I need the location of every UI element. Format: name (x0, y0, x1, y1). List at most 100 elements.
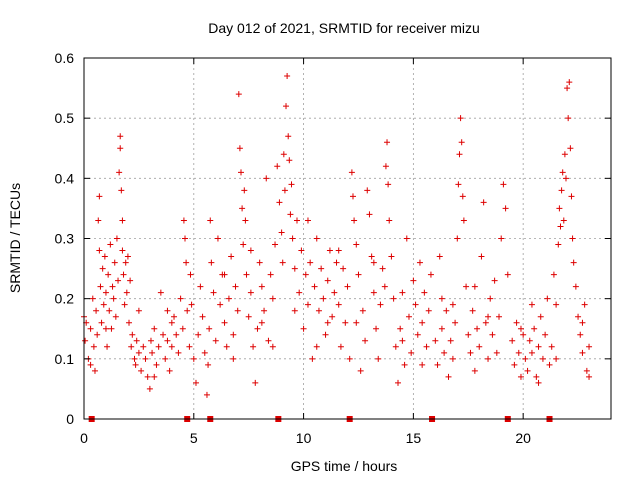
data-point (247, 247, 254, 254)
data-point (500, 181, 507, 188)
data-point (214, 235, 221, 242)
data-point (205, 361, 212, 368)
data-point (504, 271, 511, 278)
data-point (342, 319, 349, 326)
axis-ticks: 0 0.1 0.2 0.3 0.4 0.5 0.6 0 5 10 15 20 (55, 50, 611, 446)
y-tick-label: 0.5 (55, 110, 75, 126)
data-point (115, 277, 122, 284)
data-point (128, 343, 135, 350)
data-point (117, 133, 124, 140)
data-point (447, 337, 454, 344)
data-point (186, 343, 193, 350)
data-point (223, 343, 230, 350)
data-point (337, 343, 344, 350)
data-point (199, 313, 206, 320)
y-tick-label: 0.1 (55, 351, 75, 367)
data-point (192, 379, 199, 386)
data-point (377, 301, 384, 308)
data-point (119, 217, 126, 224)
data-point (221, 319, 228, 326)
data-point (441, 349, 448, 356)
data-point (517, 325, 524, 332)
data-point (412, 301, 419, 308)
data-point (168, 319, 175, 326)
data-point (353, 319, 360, 326)
data-point (465, 331, 472, 338)
data-point (265, 337, 272, 344)
data-point (234, 307, 241, 314)
data-point (252, 379, 259, 386)
data-point (116, 169, 123, 176)
data-point (135, 349, 142, 356)
data-point (304, 217, 311, 224)
data-point (278, 229, 285, 236)
data-point (478, 253, 485, 260)
data-point (458, 139, 465, 146)
data-point (579, 349, 586, 356)
data-point (160, 331, 167, 338)
data-point (298, 247, 305, 254)
data-point (432, 337, 439, 344)
data-point (124, 253, 131, 260)
x-tick-label: 15 (406, 430, 422, 446)
data-point (236, 145, 243, 152)
data-point (302, 271, 309, 278)
data-point (258, 283, 265, 290)
x-tick-label: 5 (190, 430, 198, 446)
data-point (296, 289, 303, 296)
data-point (390, 295, 397, 302)
data-point (566, 79, 573, 86)
data-point (456, 151, 463, 158)
data-point (560, 217, 567, 224)
data-point (288, 181, 295, 188)
data-point (553, 301, 560, 308)
data-point (357, 367, 364, 374)
data-point (403, 235, 410, 242)
data-point (230, 355, 237, 362)
data-point (419, 361, 426, 368)
data-point (526, 337, 533, 344)
y-tick-label: 0 (66, 411, 74, 427)
data-point (179, 325, 186, 332)
data-point (410, 277, 417, 284)
data-point (331, 289, 338, 296)
data-point (469, 307, 476, 314)
data-point (555, 241, 562, 248)
data-point (324, 319, 331, 326)
data-point (405, 313, 412, 320)
y-tick-label: 0.6 (55, 50, 75, 66)
data-point (335, 301, 342, 308)
data-point (108, 325, 115, 332)
data-point (520, 331, 527, 338)
data-point (395, 379, 402, 386)
data-point (427, 271, 434, 278)
data-point (548, 343, 555, 350)
data-point (109, 283, 116, 290)
data-point (379, 265, 386, 272)
data-point (180, 217, 187, 224)
data-point (482, 319, 489, 326)
data-point (487, 295, 494, 302)
data-point (149, 349, 156, 356)
data-point (528, 301, 535, 308)
gridlines (84, 58, 611, 419)
data-point (232, 283, 239, 290)
data-point (94, 331, 101, 338)
data-point (366, 211, 373, 218)
data-point (496, 313, 503, 320)
data-point (537, 313, 544, 320)
data-point (153, 361, 160, 368)
data-point (368, 253, 375, 260)
data-point (146, 385, 153, 392)
data-point (333, 259, 340, 266)
data-point (546, 361, 553, 368)
data-point (370, 259, 377, 266)
data-point (239, 205, 246, 212)
data-point (579, 319, 586, 326)
data-point (100, 301, 107, 308)
data-point (533, 373, 540, 380)
data-point (320, 295, 327, 302)
data-point (480, 199, 487, 206)
data-point (542, 331, 549, 338)
data-point (524, 367, 531, 374)
